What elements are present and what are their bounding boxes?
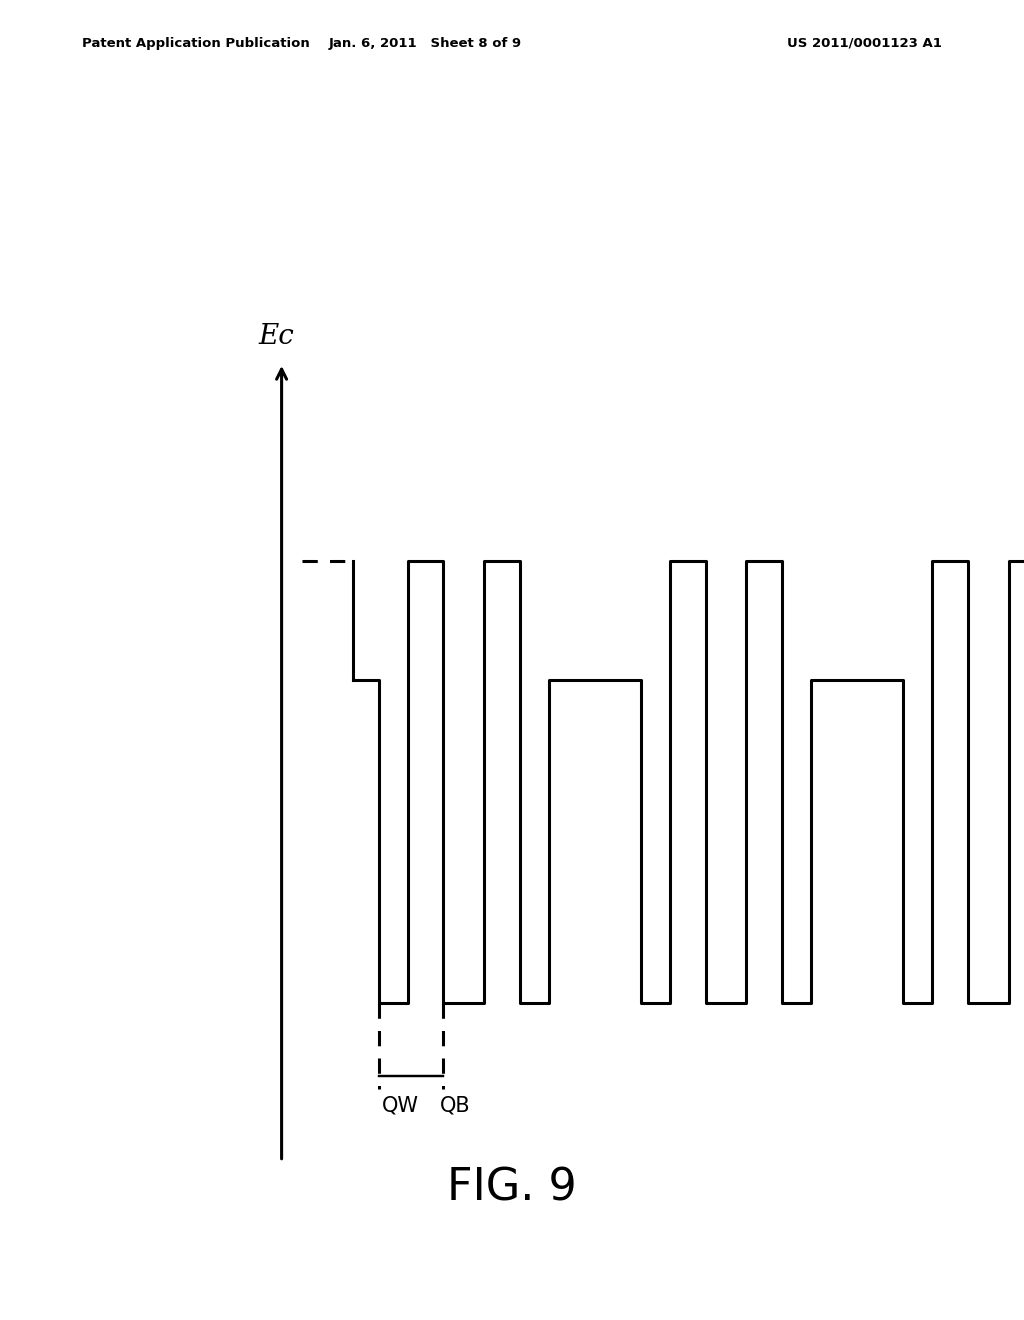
Text: QB: QB <box>440 1096 471 1115</box>
Text: QW: QW <box>382 1096 419 1115</box>
Text: FIG. 9: FIG. 9 <box>447 1167 577 1209</box>
Text: Ec: Ec <box>259 323 294 350</box>
Text: US 2011/0001123 A1: US 2011/0001123 A1 <box>787 37 942 50</box>
Text: Patent Application Publication: Patent Application Publication <box>82 37 309 50</box>
Text: Jan. 6, 2011   Sheet 8 of 9: Jan. 6, 2011 Sheet 8 of 9 <box>329 37 521 50</box>
